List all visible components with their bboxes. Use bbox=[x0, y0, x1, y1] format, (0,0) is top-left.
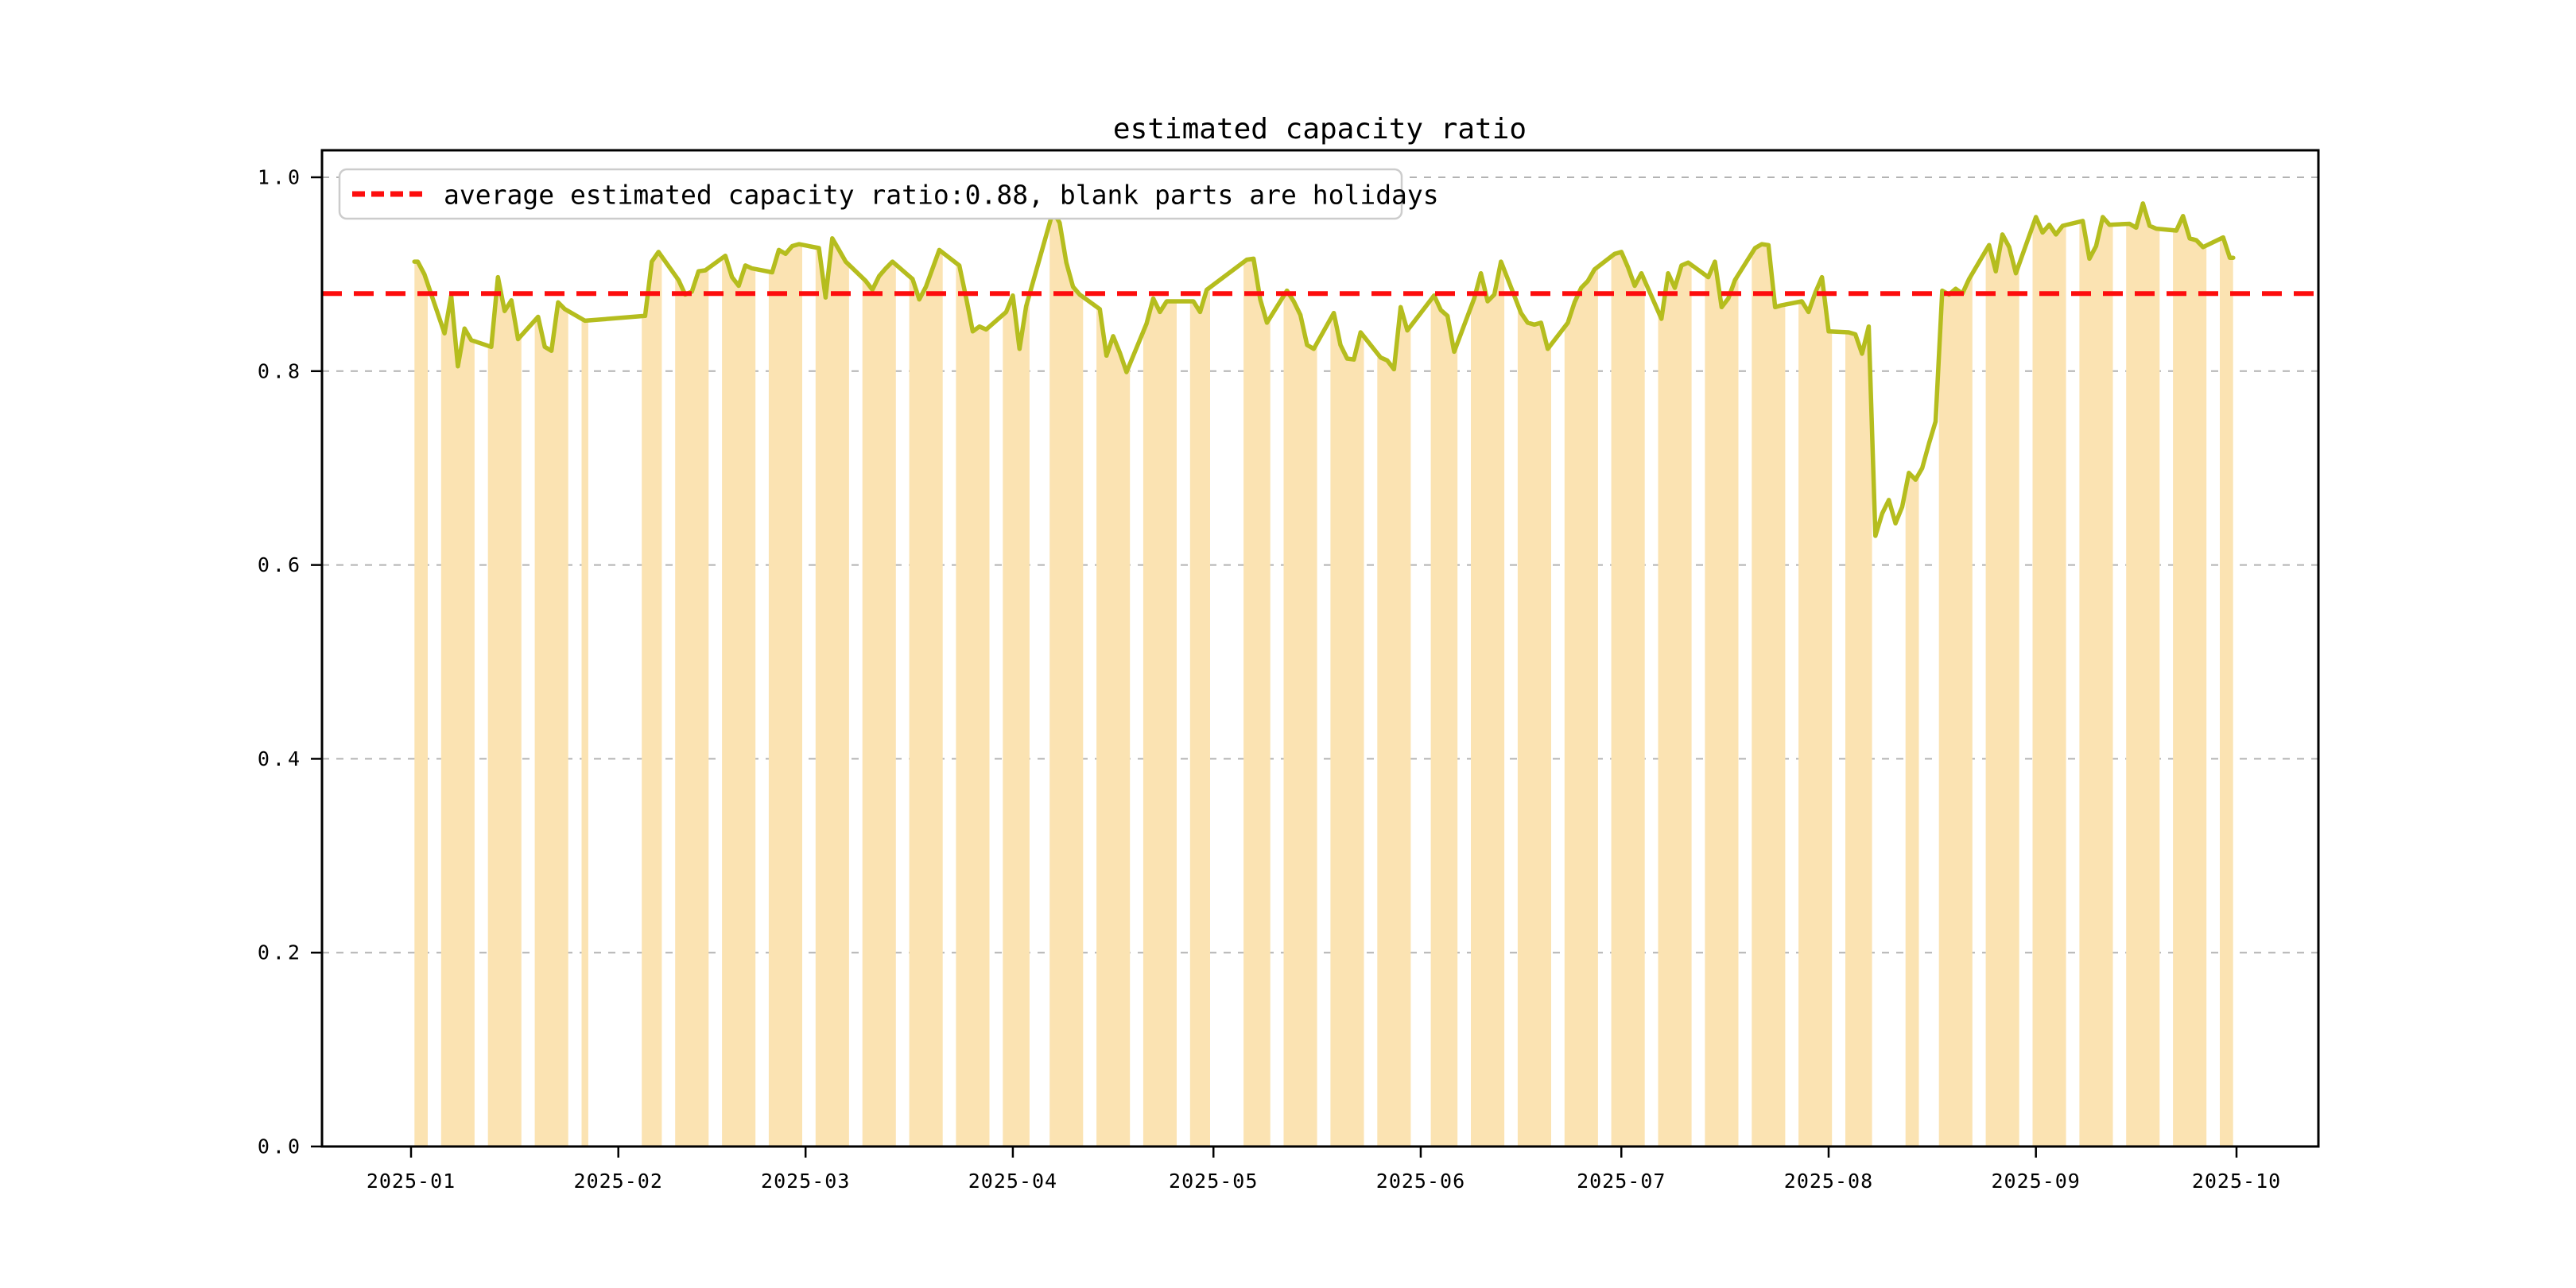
series-layer bbox=[322, 201, 2318, 538]
workday-fill-layer bbox=[414, 203, 2233, 1146]
x-tick-label: 2025-05 bbox=[1169, 1170, 1258, 1193]
x-tick-label: 2025-06 bbox=[1376, 1170, 1465, 1193]
x-tick-label: 2025-07 bbox=[1577, 1170, 1666, 1193]
legend-label: average estimated capacity ratio:0.88, b… bbox=[444, 180, 1439, 211]
legend-box bbox=[338, 168, 1403, 220]
x-tick-label: 2025-10 bbox=[2192, 1170, 2281, 1193]
axes-layer: 0.0 0.2 0.4 0.6 0.8 1.0 2025-01 2025-02 2025-03 2… bbox=[258, 149, 2320, 1193]
x-tick-label: 2025-02 bbox=[574, 1170, 663, 1193]
x-tick-label: 2025-01 bbox=[367, 1170, 456, 1193]
x-tick-label: 2025-09 bbox=[1992, 1170, 2081, 1193]
x-tick-label: 2025-03 bbox=[761, 1170, 850, 1193]
chart-title: estimated capacity ratio bbox=[1113, 113, 1527, 145]
y-tick-label: 0.8 bbox=[258, 359, 303, 382]
plot-border bbox=[320, 149, 2320, 1148]
workday-area-fill bbox=[414, 203, 2233, 1146]
y-tick-label: 0.6 bbox=[258, 553, 303, 576]
y-tick-label: 0.0 bbox=[258, 1135, 303, 1158]
y-tick-label: 0.4 bbox=[258, 747, 303, 770]
x-tick-label: 2025-08 bbox=[1784, 1170, 1873, 1193]
x-tick-label: 2025-04 bbox=[968, 1170, 1057, 1193]
y-tick-label: 1.0 bbox=[258, 166, 303, 189]
y-tick-label: 0.2 bbox=[258, 941, 303, 964]
legend: average estimated capacity ratio:0.88, b… bbox=[338, 168, 1439, 220]
